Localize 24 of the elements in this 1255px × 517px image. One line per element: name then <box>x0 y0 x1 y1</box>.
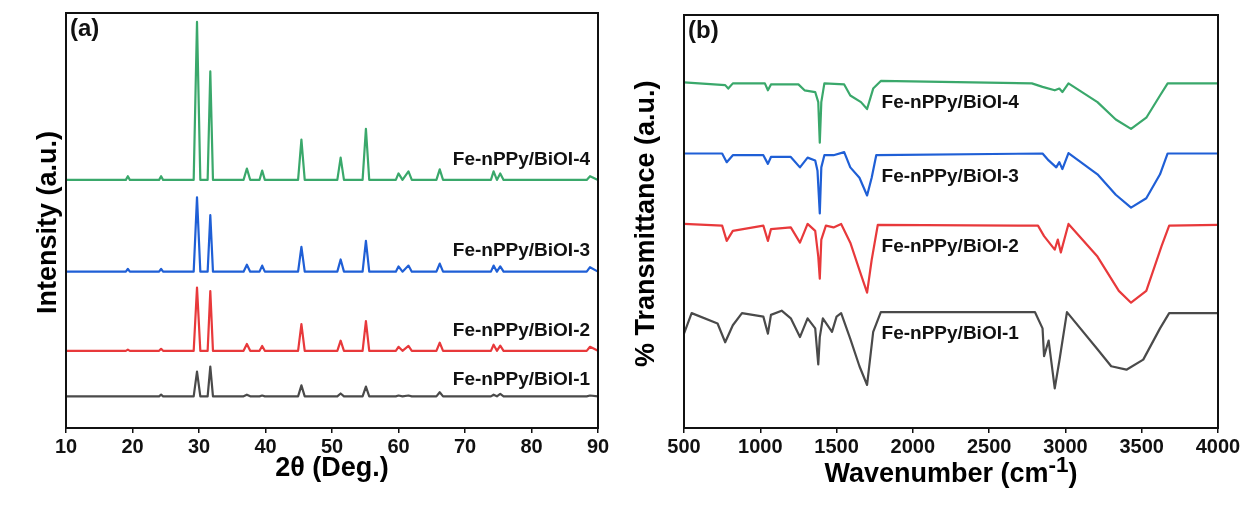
y-axis-title: % Transmittance (a.u.) <box>630 80 661 367</box>
series-label: Fe-nPPy/BiOI-3 <box>452 239 591 261</box>
series-label: Fe-nPPy/BiOI-2 <box>881 235 1019 257</box>
annotation: (a) <box>70 13 100 41</box>
x-tick-label: 60 <box>387 434 410 457</box>
x-tick-label: 1000 <box>738 434 783 457</box>
x-tick-label: 4000 <box>1195 434 1241 457</box>
series-label: Fe-nPPy/BiOI-1 <box>452 367 591 389</box>
series-label: Fe-nPPy/BiOI-3 <box>881 165 1019 187</box>
text: (b) <box>688 15 719 43</box>
x-tick-label: 10 <box>54 434 78 457</box>
x-tick-label: 40 <box>254 434 277 457</box>
x-tick-label: 70 <box>453 434 477 457</box>
x-tick-label: 30 <box>187 434 211 457</box>
x-tick-label: 20 <box>121 434 144 457</box>
series-label: Fe-nPPy/BiOI-1 <box>881 322 1020 344</box>
x-tick-label: 500 <box>667 434 701 457</box>
series-label: Fe-nPPy/BiOI-4 <box>881 91 1020 113</box>
x-tick-label: 3500 <box>1119 434 1164 457</box>
x-tick-label: 90 <box>586 434 610 457</box>
series-label: Fe-nPPy/BiOI-4 <box>452 148 591 170</box>
y-axis-title: Intensity (a.u.) <box>32 130 63 314</box>
x-tick-label: 80 <box>520 434 543 457</box>
series-label: Fe-nPPy/BiOI-2 <box>452 319 591 341</box>
